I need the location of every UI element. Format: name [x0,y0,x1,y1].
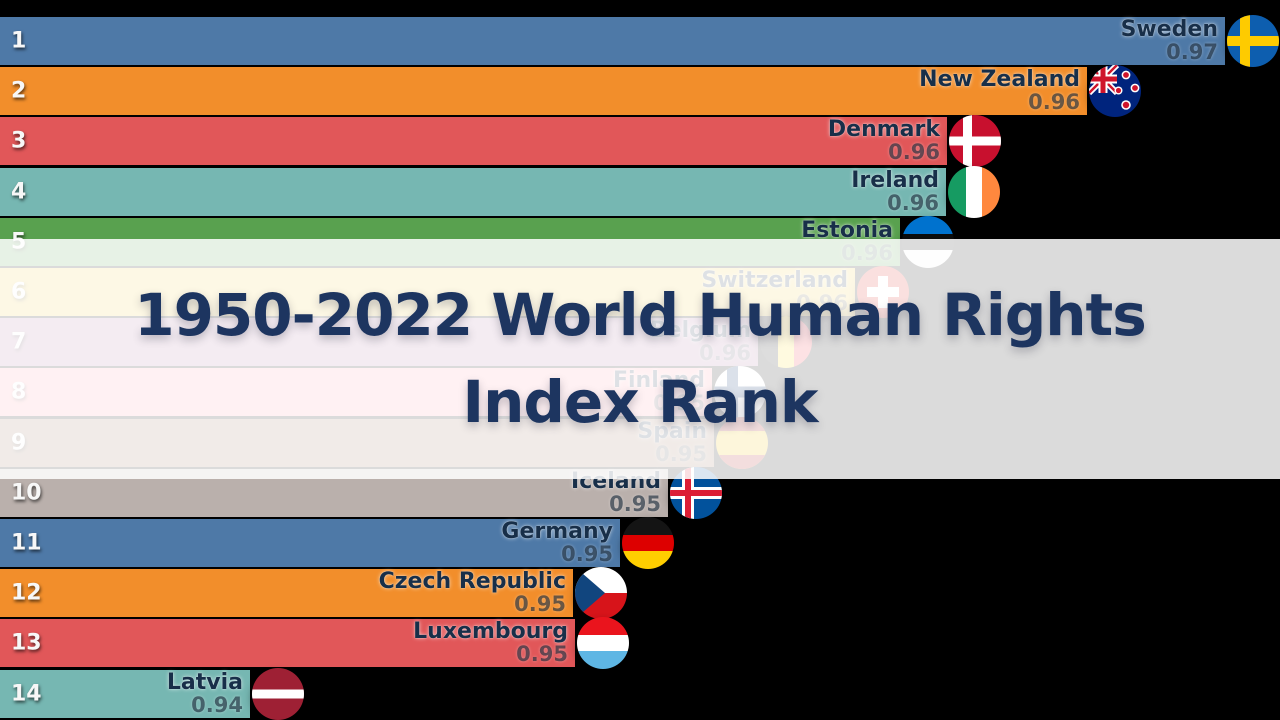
index-value: 0.95 [609,491,661,516]
chart-title-line2: Index Rank [462,368,819,436]
country-name: Latvia [166,669,243,695]
denmark-flag-icon [949,115,1001,168]
country-name: Luxembourg [413,619,568,645]
index-value: 0.96 [1028,90,1080,115]
bar-luxembourg: 13 Luxembourg 0.95 [0,619,575,668]
bar-newzealand: 2 New Zealand 0.96 [0,67,1087,116]
country-name: Czech Republic [378,569,566,595]
country-name: New Zealand [919,67,1080,93]
index-value: 0.94 [191,692,243,717]
rank-label: 13 [11,630,42,656]
rank-label: 10 [11,480,42,506]
luxembourg-flag-icon [577,617,629,670]
index-value: 0.97 [1166,40,1218,64]
country-name: Germany [501,519,613,544]
index-value: 0.95 [561,542,613,566]
rank-label: 11 [11,530,42,556]
latvia-flag-icon [252,667,304,720]
czechrepublic-flag-icon [575,567,627,620]
bar-label: New Zealand 0.96 [919,67,1080,115]
country-name: Estonia [801,217,893,243]
bar-sweden: 1 Sweden 0.97 [0,17,1225,65]
newzealand-flag-icon [1089,65,1141,118]
bar-label: Germany 0.95 [501,519,613,566]
bar-label: Czech Republic 0.95 [378,569,566,617]
bar-czechrepublic: 12 Czech Republic 0.95 [0,569,573,618]
bar-label: Sweden 0.97 [1120,17,1218,64]
rank-label: 4 [11,179,27,205]
bar-row-denmark: 3 Denmark 0.96 [0,115,1280,168]
bar-label: Luxembourg 0.95 [413,619,568,667]
index-value: 0.96 [887,190,939,215]
country-name: Ireland [851,167,939,193]
bar-row-newzealand: 2 New Zealand 0.96 [0,65,1280,118]
bar-label: Latvia 0.94 [166,669,243,717]
country-name: Denmark [827,117,940,143]
bar-row-germany: 11 Germany 0.95 [0,517,1280,569]
rank-label: 1 [11,28,27,54]
bar-label: Denmark 0.96 [827,117,940,165]
bar-row-ireland: 4 Ireland 0.96 [0,165,1280,218]
rank-label: 2 [11,78,27,104]
bar-row-luxembourg: 13 Luxembourg 0.95 [0,617,1280,670]
chart-title-line1: 1950-2022 World Human Rights [134,281,1147,349]
bar-ireland: 4 Ireland 0.96 [0,167,946,216]
rank-label: 12 [11,580,42,606]
bar-row-latvia: 14 Latvia 0.94 [0,667,1280,720]
ireland-flag-icon [948,165,1000,218]
index-value: 0.96 [888,140,940,165]
title-overlay: 1950-2022 World Human Rights Index Rank [0,239,1280,479]
bar-latvia: 14 Latvia 0.94 [0,669,250,718]
index-value: 0.95 [516,642,568,667]
bar-denmark: 3 Denmark 0.96 [0,117,947,166]
index-value: 0.95 [514,592,566,617]
country-name: Sweden [1120,17,1218,42]
germany-flag-icon [622,517,674,569]
rank-label: 3 [11,128,27,154]
bar-germany: 11 Germany 0.95 [0,519,620,567]
bar-label: Ireland 0.96 [851,167,939,215]
rank-label: 14 [11,681,42,707]
bar-row-czechrepublic: 12 Czech Republic 0.95 [0,567,1280,620]
sweden-flag-icon [1227,15,1279,67]
bar-row-sweden: 1 Sweden 0.97 [0,15,1280,67]
